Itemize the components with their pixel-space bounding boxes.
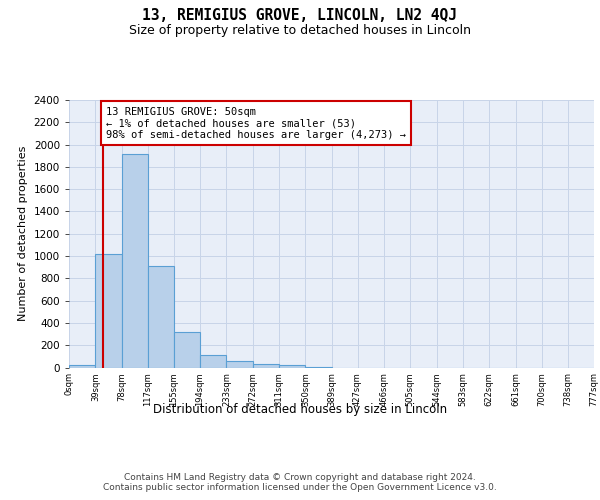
Bar (95, 254, 122, 368)
Text: 13, REMIGIUS GROVE, LINCOLN, LN2 4QJ: 13, REMIGIUS GROVE, LINCOLN, LN2 4QJ (143, 8, 458, 22)
Bar (305, 367, 332, 368)
Text: Distribution of detached houses by size in Lincoln: Distribution of detached houses by size … (153, 402, 447, 415)
Bar (279, 364, 305, 368)
Bar (69, 366, 95, 368)
Bar (122, 154, 148, 368)
Text: Contains HM Land Registry data © Crown copyright and database right 2024.
Contai: Contains HM Land Registry data © Crown c… (103, 472, 497, 492)
Bar (253, 364, 279, 368)
Bar (226, 362, 253, 368)
Bar (174, 332, 200, 368)
Text: Size of property relative to detached houses in Lincoln: Size of property relative to detached ho… (129, 24, 471, 37)
Bar (148, 266, 174, 368)
Text: 13 REMIGIUS GROVE: 50sqm
← 1% of detached houses are smaller (53)
98% of semi-de: 13 REMIGIUS GROVE: 50sqm ← 1% of detache… (106, 106, 406, 140)
Bar (200, 354, 226, 368)
Y-axis label: Number of detached properties: Number of detached properties (18, 146, 28, 322)
